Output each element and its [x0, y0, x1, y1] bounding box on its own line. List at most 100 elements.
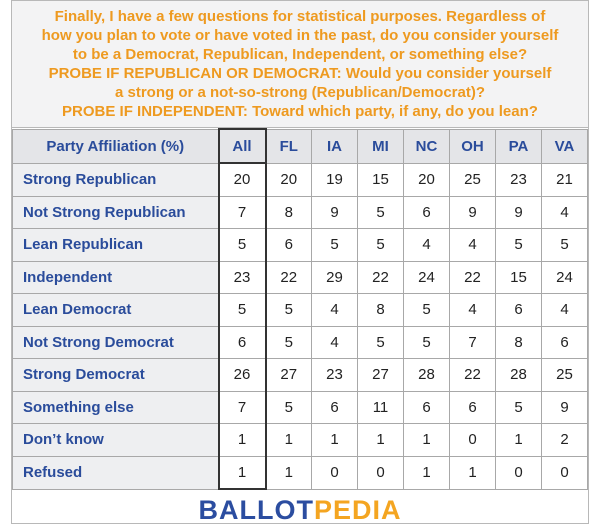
column-header: VA — [541, 128, 588, 164]
cell: 2 — [541, 423, 588, 457]
cell: 27 — [357, 358, 404, 392]
cell: 0 — [357, 455, 404, 490]
cell: 24 — [541, 260, 588, 294]
cell: 22 — [265, 260, 312, 294]
cell: 5 — [357, 228, 404, 262]
cell: 22 — [449, 358, 496, 392]
row-label: Don’t know — [12, 423, 219, 457]
cell: 6 — [403, 390, 450, 424]
cell: 5 — [217, 228, 267, 262]
cell: 4 — [311, 325, 358, 359]
question-line: PROBE IF REPUBLICAN OR DEMOCRAT: Would y… — [48, 65, 552, 82]
cell: 20 — [403, 162, 450, 197]
row-label: Not Strong Republican — [12, 195, 219, 229]
logo-part: PEDIA — [313, 495, 402, 525]
table-row: Not Strong Democrat 6 5 4 5 5 7 8 6 — [12, 325, 588, 359]
cell: 4 — [403, 228, 450, 262]
table-row: Something else 7 5 6 11 6 6 5 9 — [12, 390, 588, 424]
cell: 1 — [265, 455, 312, 490]
table-row: Don’t know 1 1 1 1 1 0 1 2 — [12, 423, 588, 457]
cell: 8 — [495, 325, 542, 359]
column-header: PA — [495, 128, 542, 164]
cell: 1 — [403, 455, 450, 490]
cell: 0 — [311, 455, 358, 490]
cell: 27 — [265, 358, 312, 392]
row-label: Refused — [12, 455, 219, 490]
cell: 5 — [357, 195, 404, 229]
cell: 1 — [403, 423, 450, 457]
question-line: a strong or a not-so-strong (Republican/… — [114, 84, 486, 101]
cell: 4 — [541, 195, 588, 229]
cell: 6 — [403, 195, 450, 229]
cell: 23 — [311, 358, 358, 392]
cell: 0 — [449, 423, 496, 457]
cell: 6 — [265, 228, 312, 262]
cell: 8 — [357, 293, 404, 327]
cell: 4 — [541, 293, 588, 327]
column-header: MI — [357, 128, 404, 164]
cell: 1 — [449, 455, 496, 490]
cell: 26 — [217, 358, 267, 392]
row-label: Something else — [12, 390, 219, 424]
cell: 7 — [217, 390, 267, 424]
question-line: to be a Democrat, Republican, Independen… — [72, 46, 528, 63]
cell: 5 — [357, 325, 404, 359]
column-header: Party Affiliation (%) — [12, 128, 219, 164]
cell: 15 — [357, 162, 404, 197]
cell: 23 — [495, 162, 542, 197]
cell: 5 — [265, 293, 312, 327]
cell: 0 — [495, 455, 542, 490]
cell: 1 — [265, 423, 312, 457]
cell: 28 — [495, 358, 542, 392]
table-row: Lean Republican 5 6 5 5 4 4 5 5 — [12, 228, 588, 262]
cell: 15 — [495, 260, 542, 294]
table-row: Independent 23 22 29 22 24 22 15 24 — [12, 260, 588, 294]
column-header: All — [217, 128, 267, 164]
cell: 6 — [541, 325, 588, 359]
cell: 1 — [495, 423, 542, 457]
cell: 19 — [311, 162, 358, 197]
row-label: Strong Democrat — [12, 358, 219, 392]
cell: 8 — [265, 195, 312, 229]
table-row: Strong Republican 20 20 19 15 20 25 23 21 — [12, 162, 588, 197]
row-label: Lean Democrat — [12, 293, 219, 327]
column-header: IA — [311, 128, 358, 164]
logo-part: BALLOT — [198, 495, 314, 525]
row-label: Not Strong Democrat — [12, 325, 219, 359]
frame: Finally, I have a few questions for stat… — [11, 0, 589, 526]
cell: 6 — [449, 390, 496, 424]
table-row: Lean Democrat 5 5 4 8 5 4 6 4 — [12, 293, 588, 327]
cell: 4 — [311, 293, 358, 327]
cell: 7 — [217, 195, 267, 229]
cell: 6 — [217, 325, 267, 359]
cell: 5 — [403, 325, 450, 359]
cell: 5 — [495, 228, 542, 262]
cell: 5 — [217, 293, 267, 327]
question-line: PROBE IF INDEPENDENT: Toward which party… — [62, 103, 538, 120]
row-label: Lean Republican — [12, 228, 219, 262]
cell: 6 — [495, 293, 542, 327]
cell: 11 — [357, 390, 404, 424]
cell: 9 — [495, 195, 542, 229]
table-body: Strong Republican 20 20 19 15 20 25 23 21 Not Str… — [12, 162, 588, 490]
cell: 6 — [311, 390, 358, 424]
cell: 5 — [403, 293, 450, 327]
column-header: OH — [449, 128, 496, 164]
cell: 4 — [449, 293, 496, 327]
row-label: Independent — [12, 260, 219, 294]
cell: 1 — [217, 423, 267, 457]
cell: 1 — [217, 455, 267, 490]
cell: 5 — [311, 228, 358, 262]
logo: BALLOTPEDIA — [12, 490, 588, 526]
column-header: NC — [403, 128, 450, 164]
cell: 7 — [449, 325, 496, 359]
cell: 5 — [541, 228, 588, 262]
cell: 22 — [357, 260, 404, 294]
cell: 20 — [265, 162, 312, 197]
cell: 25 — [541, 358, 588, 392]
cell: 1 — [357, 423, 404, 457]
question-line: Finally, I have a few questions for stat… — [54, 8, 546, 25]
cell: 0 — [541, 455, 588, 490]
column-header: FL — [265, 128, 312, 164]
